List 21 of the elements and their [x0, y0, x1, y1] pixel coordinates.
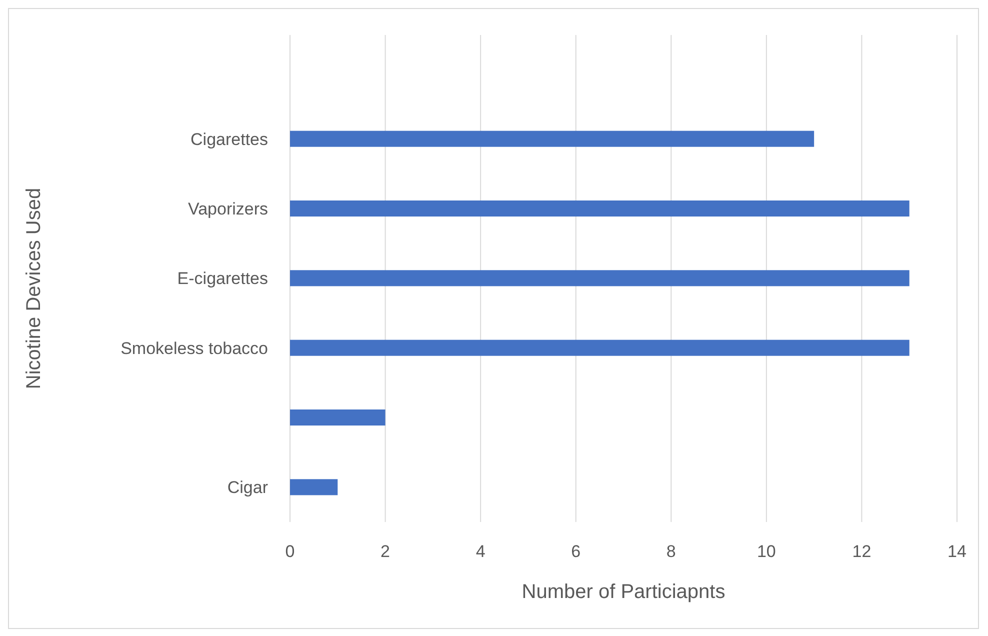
x-tick-label: 6	[571, 542, 581, 561]
y-axis-title: Nicotine Devices Used	[23, 188, 45, 390]
x-tick-label: 2	[380, 542, 390, 561]
bar	[290, 340, 910, 356]
x-tick-label: 0	[285, 542, 295, 561]
y-tick-label: Cigar	[227, 478, 268, 498]
y-tick-label: Cigarettes	[190, 130, 268, 149]
y-tick-label: E-cigarettes	[177, 269, 268, 288]
y-tick-label: Vaporizers	[188, 199, 268, 218]
bar	[290, 479, 338, 496]
x-tick-label: 14	[948, 542, 966, 561]
bar	[290, 130, 814, 147]
bar	[290, 200, 910, 217]
x-axis-title: Number of Particiapnts	[522, 581, 726, 603]
y-tick-label: Smokeless tobacco	[120, 338, 268, 358]
x-tick-label: 8	[666, 542, 676, 561]
bar	[290, 270, 910, 286]
bar	[290, 409, 386, 426]
x-tick-label: 4	[476, 542, 486, 561]
x-tick-label: 10	[756, 542, 776, 561]
x-tick-label: 12	[852, 542, 872, 561]
